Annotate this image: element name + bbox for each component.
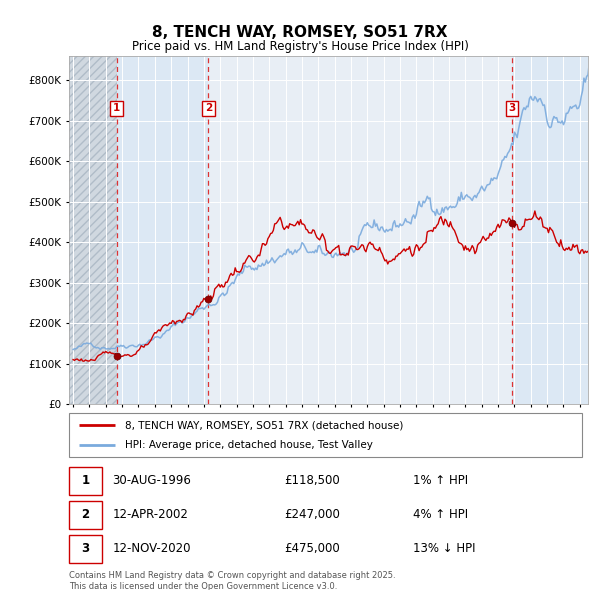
- Text: 1: 1: [82, 474, 90, 487]
- Text: 12-NOV-2020: 12-NOV-2020: [113, 542, 191, 555]
- Text: 2: 2: [82, 508, 90, 522]
- Text: 1% ↑ HPI: 1% ↑ HPI: [413, 474, 468, 487]
- Text: Contains HM Land Registry data © Crown copyright and database right 2025.: Contains HM Land Registry data © Crown c…: [69, 571, 395, 580]
- Text: 13% ↓ HPI: 13% ↓ HPI: [413, 542, 475, 555]
- Text: 12-APR-2002: 12-APR-2002: [113, 508, 188, 522]
- Text: £475,000: £475,000: [284, 542, 340, 555]
- FancyBboxPatch shape: [69, 467, 103, 494]
- Text: 3: 3: [509, 103, 516, 113]
- Text: 3: 3: [82, 542, 90, 555]
- Bar: [116, 56, 208, 404]
- Text: 2: 2: [205, 103, 212, 113]
- Text: This data is licensed under the Open Government Licence v3.0.: This data is licensed under the Open Gov…: [69, 582, 337, 590]
- FancyBboxPatch shape: [69, 413, 582, 457]
- Text: £118,500: £118,500: [284, 474, 340, 487]
- Text: 1: 1: [113, 103, 121, 113]
- Text: HPI: Average price, detached house, Test Valley: HPI: Average price, detached house, Test…: [125, 440, 373, 450]
- Text: 8, TENCH WAY, ROMSEY, SO51 7RX (detached house): 8, TENCH WAY, ROMSEY, SO51 7RX (detached…: [125, 421, 404, 430]
- FancyBboxPatch shape: [69, 535, 103, 563]
- Text: 4% ↑ HPI: 4% ↑ HPI: [413, 508, 468, 522]
- Bar: [512, 56, 588, 404]
- FancyBboxPatch shape: [69, 501, 103, 529]
- Text: 8, TENCH WAY, ROMSEY, SO51 7RX: 8, TENCH WAY, ROMSEY, SO51 7RX: [152, 25, 448, 40]
- Text: Price paid vs. HM Land Registry's House Price Index (HPI): Price paid vs. HM Land Registry's House …: [131, 40, 469, 53]
- Bar: [69, 56, 116, 404]
- Text: £247,000: £247,000: [284, 508, 340, 522]
- Text: 30-AUG-1996: 30-AUG-1996: [113, 474, 191, 487]
